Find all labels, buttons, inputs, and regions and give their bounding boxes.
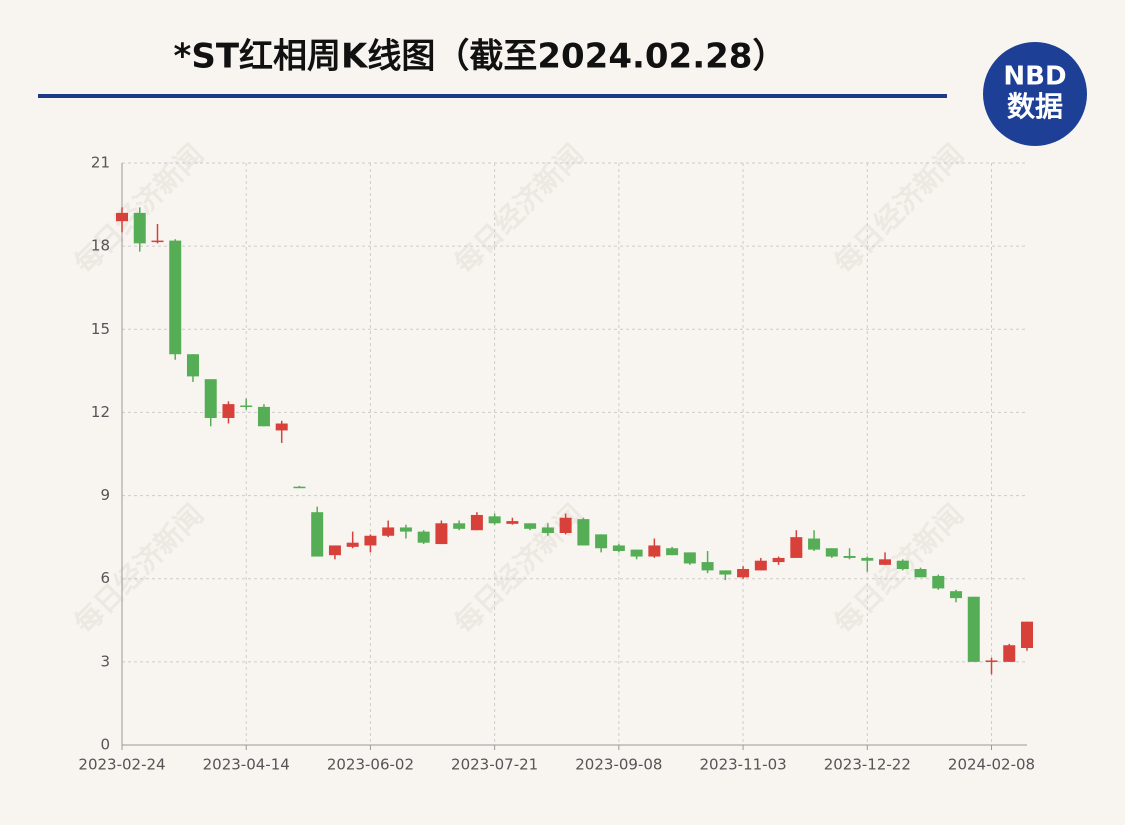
x-tick-label: 2023-06-02 [327,756,414,774]
y-tick-label: 0 [100,736,110,754]
candle-body [506,521,519,524]
candle-body [932,575,945,589]
candle-body [825,548,838,557]
candle-body [453,523,466,529]
candle-body [896,560,909,570]
logo-text: NBD [1003,62,1066,92]
y-tick-label: 21 [91,154,110,172]
candle-body [275,423,288,431]
candle-body [967,596,980,662]
candle-body [914,569,927,578]
candle-body [648,545,661,557]
candle-body [222,404,235,418]
candle-body [116,212,128,222]
x-tick-label: 2023-11-03 [699,756,786,774]
candle-body [524,523,537,529]
y-tick-label: 3 [100,652,110,670]
candle-body [719,570,732,575]
candle-body [666,548,679,556]
candle-body [435,523,448,545]
candle-body [346,542,359,547]
y-tick-label: 15 [91,320,110,338]
candle-body [843,555,856,558]
candle-body [417,531,430,543]
x-tick-label: 2024-02-08 [948,756,1035,774]
x-tick-label: 2023-04-14 [203,756,290,774]
candle-body [364,535,377,546]
candle-body [240,405,253,407]
logo [983,42,1087,146]
x-tick-label: 2023-07-21 [451,756,538,774]
candle-body [470,514,483,531]
y-tick-label: 12 [91,403,110,421]
candle-body [577,519,590,546]
y-tick-label: 9 [100,486,110,504]
candle-body [1003,645,1016,662]
candle-body [630,549,643,557]
candle-body [204,379,217,418]
candle-body [808,538,821,550]
y-tick-label: 6 [100,569,110,587]
candle-body [612,545,625,551]
candle-body [541,527,554,533]
candle-body [1021,621,1033,648]
candle-body [879,559,892,565]
candle-body [950,591,963,599]
candle-body [186,354,199,377]
y-tick-label: 18 [91,237,110,255]
candle-body [293,486,306,489]
candle-body [133,212,146,244]
candle-body [737,569,750,578]
candle-body [985,660,998,662]
candle-body [559,517,572,533]
x-tick-label: 2023-09-08 [575,756,662,774]
title-rule [38,94,947,98]
candle-body [328,545,341,556]
candle-body [169,240,182,355]
candle-body [790,537,803,558]
candle-body [257,406,270,427]
candle-body [861,557,874,561]
logo-text: 数据 [1007,90,1063,123]
candle-body [382,527,395,536]
candle-body [701,562,714,571]
chart-title: *ST红相周K线图（截至2024.02.28） [174,37,787,77]
x-tick-label: 2023-12-22 [824,756,911,774]
candle-body [772,557,785,563]
candle-body [399,527,412,532]
candle-body [595,534,608,549]
candle-body [311,512,324,557]
candle-body [683,552,696,564]
candle-body [754,560,767,571]
candle-body [151,240,164,243]
x-tick-label: 2023-02-24 [78,756,165,774]
candle-body [488,516,501,524]
